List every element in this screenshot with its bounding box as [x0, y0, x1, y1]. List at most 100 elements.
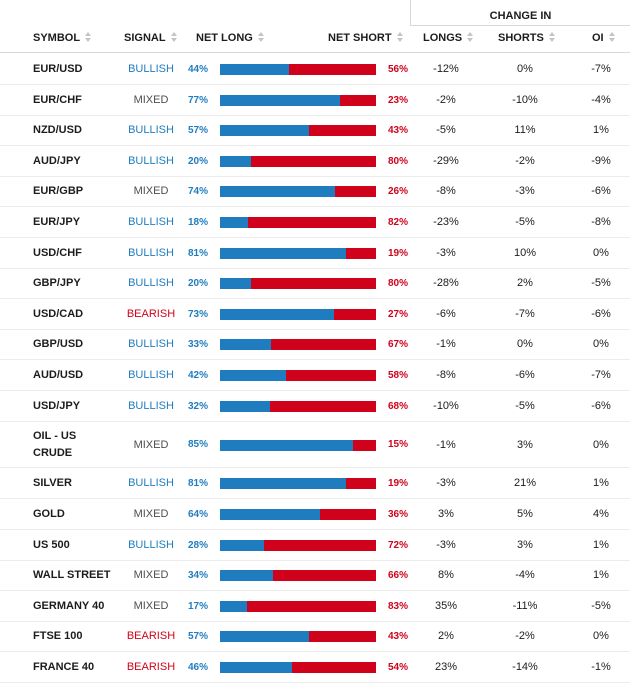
net-long-percent: 44%	[188, 63, 209, 75]
change-longs-cell: -5%	[436, 124, 456, 136]
table-row[interactable]: USD/CHF BULLISH 81% 19% -3% 10% 0%	[0, 238, 630, 269]
table-row[interactable]: EUR/JPY BULLISH 18% 82% -23% -5% -8%	[0, 207, 630, 238]
table-row[interactable]: SILVER BULLISH 81% 19% -3% 21% 1%	[0, 468, 630, 499]
net-long-fill	[220, 95, 341, 106]
net-short-percent: 83%	[388, 600, 409, 612]
change-oi-cell: -6%	[591, 400, 611, 412]
column-header-shorts[interactable]: SHORTS	[498, 26, 555, 50]
column-header-symbol[interactable]: SYMBOL	[33, 26, 92, 50]
net-position-bar	[220, 156, 376, 167]
net-long-fill	[220, 156, 252, 167]
symbol-cell[interactable]: EUR/JPY	[33, 215, 81, 228]
symbol-cell[interactable]: FRANCE 40	[33, 660, 95, 673]
symbol-cell[interactable]: GOLD	[33, 507, 65, 520]
change-oi-cell: 1%	[593, 539, 609, 551]
table-row[interactable]: USD/CAD BEARISH 73% 27% -6% -7% -6%	[0, 299, 630, 330]
signal-cell: BEARISH	[126, 308, 176, 320]
table-row[interactable]: GBP/USD BULLISH 33% 67% -1% 0% 0%	[0, 329, 630, 360]
symbol-cell[interactable]: AUD/USD	[33, 368, 84, 381]
change-shorts-cell: 3%	[517, 539, 533, 551]
table-row[interactable]: FRANCE 40 BEARISH 46% 54% 23% -14% -1%	[0, 652, 630, 683]
symbol-cell[interactable]: USD/CHF	[33, 246, 82, 259]
net-position-bar	[220, 186, 376, 197]
signal-cell: MIXED	[133, 185, 169, 197]
table-row[interactable]: OIL - US CRUDE MIXED 85% 15% -1% 3% 0%	[0, 422, 630, 468]
table-row[interactable]: FTSE 100 BEARISH 57% 43% 2% -2% 0%	[0, 621, 630, 652]
column-header-net-short[interactable]: NET SHORT	[328, 26, 403, 50]
symbol-cell[interactable]: NZD/USD	[33, 123, 82, 136]
change-longs-cell: 2%	[438, 630, 454, 642]
sort-icon[interactable]	[85, 32, 92, 43]
column-header-signal-label: SIGNAL	[124, 32, 166, 44]
symbol-cell[interactable]: USD/CAD	[33, 307, 84, 320]
symbol-cell[interactable]: FTSE 100	[33, 629, 83, 642]
change-in-group-header: CHANGE IN	[410, 0, 630, 26]
table-row[interactable]: EUR/CHF MIXED 77% 23% -2% -10% -4%	[0, 85, 630, 116]
sort-icon[interactable]	[170, 32, 177, 43]
symbol-cell[interactable]: US 500	[33, 538, 70, 551]
change-oi-cell: 0%	[593, 247, 609, 259]
symbol-cell[interactable]: EUR/USD	[33, 62, 83, 75]
net-long-percent: 20%	[188, 155, 209, 167]
table-row[interactable]: USD/JPY BULLISH 32% 68% -10% -5% -6%	[0, 391, 630, 422]
table-row[interactable]: EUR/GBP MIXED 74% 26% -8% -3% -6%	[0, 176, 630, 207]
column-header-oi[interactable]: OI	[592, 26, 615, 50]
net-position-bar	[220, 662, 376, 673]
table-row[interactable]: US 500 BULLISH 28% 72% -3% 3% 1%	[0, 530, 630, 561]
net-short-percent: 68%	[388, 400, 409, 412]
net-long-fill	[220, 278, 252, 289]
net-long-percent: 73%	[188, 308, 209, 320]
symbol-cell[interactable]: GBP/JPY	[33, 276, 81, 289]
sort-icon[interactable]	[396, 32, 403, 43]
net-short-percent: 67%	[388, 338, 409, 350]
sort-icon[interactable]	[257, 32, 264, 43]
sort-icon[interactable]	[467, 32, 474, 43]
symbol-cell[interactable]: GERMANY 40	[33, 599, 105, 612]
net-long-fill	[220, 509, 320, 520]
change-shorts-cell: 5%	[517, 508, 533, 520]
signal-cell: BEARISH	[126, 661, 176, 673]
table-row[interactable]: AUD/JPY BULLISH 20% 80% -29% -2% -9%	[0, 146, 630, 177]
column-header-oi-label: OI	[592, 32, 604, 44]
symbol-cell[interactable]: OIL - US CRUDE	[33, 429, 77, 459]
net-position-bar	[220, 278, 376, 289]
change-longs-cell: -10%	[433, 400, 459, 412]
table-row[interactable]: AUD/USD BULLISH 42% 58% -8% -6% -7%	[0, 360, 630, 391]
net-long-fill	[220, 401, 270, 412]
change-longs-cell: -12%	[433, 63, 459, 75]
column-header-net-long[interactable]: NET LONG	[196, 26, 264, 50]
symbol-cell[interactable]: GBP/USD	[33, 337, 84, 350]
table-row[interactable]: GERMANY 40 MIXED 17% 83% 35% -11% -5%	[0, 591, 630, 622]
column-header-signal[interactable]: SIGNAL	[124, 26, 177, 50]
symbol-cell[interactable]: SILVER	[33, 476, 72, 489]
symbol-cell[interactable]: WALL STREET	[33, 568, 111, 581]
table-row[interactable]: NZD/USD BULLISH 57% 43% -5% 11% 1%	[0, 115, 630, 146]
symbol-cell[interactable]: EUR/CHF	[33, 93, 82, 106]
net-long-percent: 17%	[188, 600, 209, 612]
table-row[interactable]: GOLD MIXED 64% 36% 3% 5% 4%	[0, 499, 630, 530]
table-row[interactable]: WALL STREET MIXED 34% 66% 8% -4% 1%	[0, 560, 630, 591]
symbol-cell[interactable]: USD/JPY	[33, 399, 81, 412]
change-longs-cell: -3%	[436, 477, 456, 489]
symbol-cell[interactable]: AUD/JPY	[33, 154, 81, 167]
change-oi-cell: -7%	[591, 63, 611, 75]
change-shorts-cell: 0%	[517, 338, 533, 350]
sort-icon[interactable]	[608, 32, 615, 43]
table-row[interactable]: EUR/USD BULLISH 44% 56% -12% 0% -7%	[0, 54, 630, 85]
net-long-fill	[220, 540, 264, 551]
change-oi-cell: -8%	[591, 216, 611, 228]
symbol-cell[interactable]: EUR/GBP	[33, 184, 84, 197]
signal-cell: MIXED	[133, 438, 169, 451]
sort-icon[interactable]	[548, 32, 555, 43]
signal-cell: MIXED	[133, 508, 169, 520]
column-header-longs[interactable]: LONGS	[423, 26, 474, 50]
table-row[interactable]: GBP/JPY BULLISH 20% 80% -28% 2% -5%	[0, 268, 630, 299]
change-oi-cell: -1%	[591, 661, 611, 673]
change-oi-cell: -7%	[591, 369, 611, 381]
net-position-bar	[220, 570, 376, 581]
signal-cell: BULLISH	[128, 477, 174, 489]
net-long-percent: 18%	[188, 216, 209, 228]
net-short-percent: 80%	[388, 277, 409, 289]
change-longs-cell: 3%	[438, 508, 454, 520]
column-header-longs-label: LONGS	[423, 32, 463, 44]
